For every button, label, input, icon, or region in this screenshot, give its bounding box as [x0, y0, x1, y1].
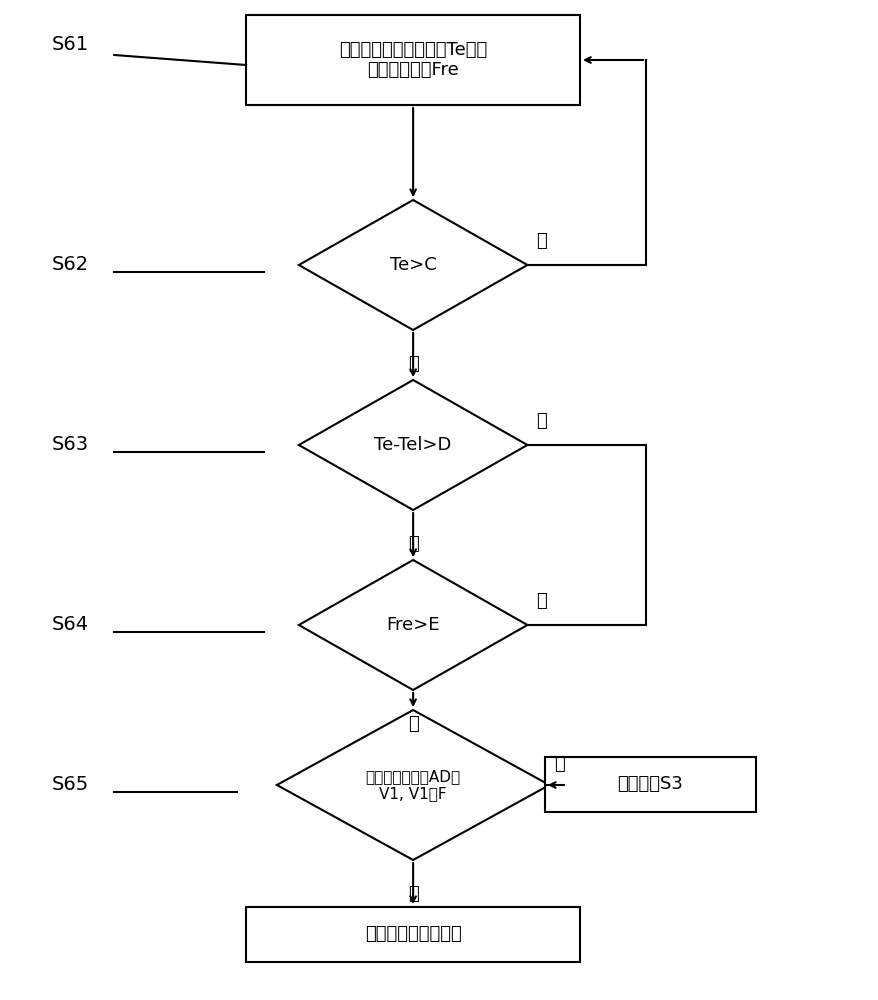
- Text: 返回步骤S3: 返回步骤S3: [617, 776, 682, 794]
- Text: 是: 是: [407, 885, 418, 903]
- FancyBboxPatch shape: [246, 907, 579, 962]
- Polygon shape: [277, 710, 549, 860]
- Text: Fre>E: Fre>E: [386, 616, 439, 634]
- FancyBboxPatch shape: [544, 757, 755, 812]
- Text: 是: 是: [407, 715, 418, 733]
- Polygon shape: [299, 380, 527, 510]
- Text: S62: S62: [52, 255, 89, 274]
- Text: 否: 否: [553, 755, 564, 773]
- Text: 是: 是: [407, 535, 418, 553]
- Text: 否: 否: [536, 592, 546, 610]
- Text: 否: 否: [536, 232, 546, 250]
- Text: 否: 否: [536, 412, 546, 430]
- FancyBboxPatch shape: [246, 15, 579, 105]
- Text: Te-Tel>D: Te-Tel>D: [374, 436, 451, 454]
- Text: Te>C: Te>C: [389, 256, 436, 274]
- Text: S64: S64: [52, 615, 89, 635]
- Text: 采样排气传感器AD值
V1, V1＜F: 采样排气传感器AD值 V1, V1＜F: [365, 769, 460, 801]
- Text: S63: S63: [52, 436, 89, 454]
- Text: 采样的室内冷凝器温度Te，压
缩机运行频率Fre: 采样的室内冷凝器温度Te，压 缩机运行频率Fre: [339, 41, 486, 79]
- Text: 是: 是: [407, 355, 418, 373]
- Polygon shape: [299, 560, 527, 690]
- Text: 排气传感器开路故障: 排气传感器开路故障: [364, 926, 461, 944]
- Polygon shape: [299, 200, 527, 330]
- Text: S65: S65: [52, 776, 89, 794]
- Text: S61: S61: [52, 35, 89, 54]
